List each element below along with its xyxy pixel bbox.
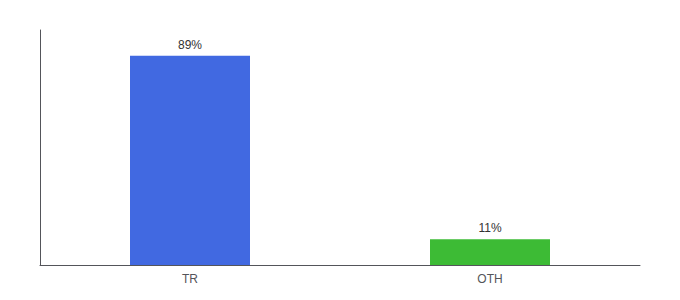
svg-text:OTH: OTH	[477, 272, 502, 286]
svg-text:11%: 11%	[478, 221, 501, 235]
svg-text:TR: TR	[182, 272, 198, 286]
svg-text:89%: 89%	[178, 38, 202, 52]
